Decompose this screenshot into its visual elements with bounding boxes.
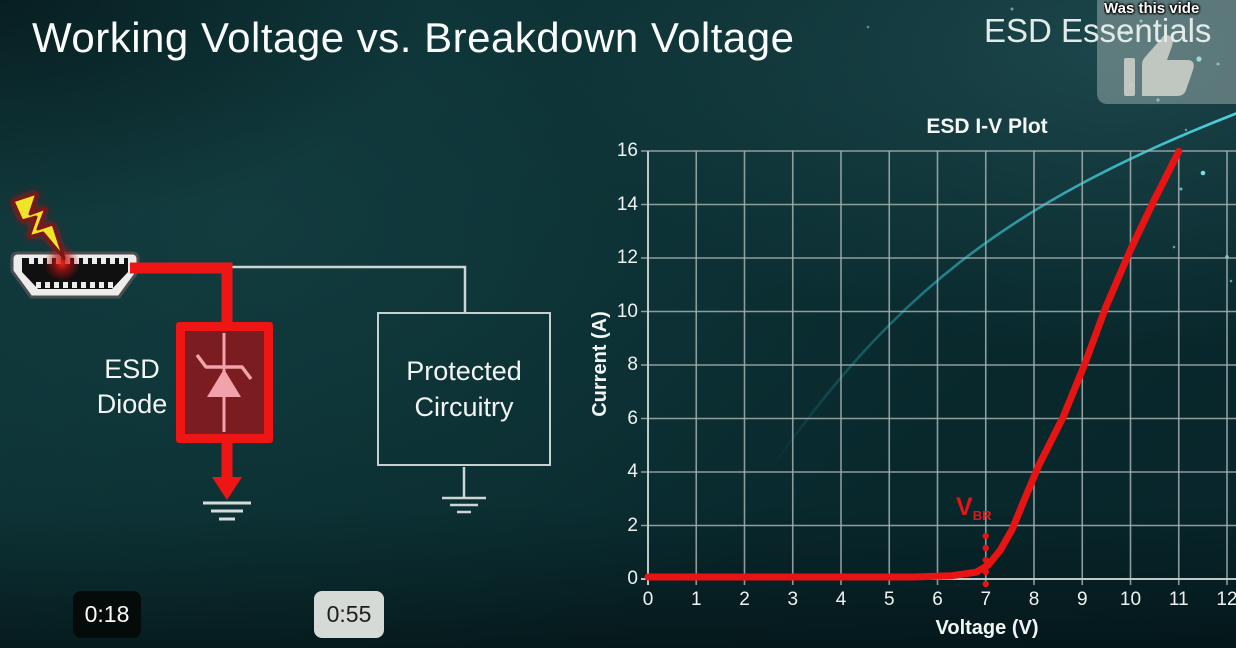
chart-title: ESD I-V Plot	[926, 115, 1048, 138]
x-tick-label: 12	[1216, 589, 1236, 610]
x-tick-label: 8	[1028, 589, 1040, 610]
vbr-subscript: BR	[972, 508, 992, 523]
x-axis-label: Voltage (V)	[935, 617, 1039, 639]
x-tick-label: 3	[787, 589, 799, 610]
y-tick-label: 4	[627, 461, 638, 482]
y-tick-label: 2	[627, 514, 638, 536]
ground-icon	[442, 467, 486, 514]
brand-watermark: ESD Essentials	[984, 12, 1212, 49]
y-tick-label: 10	[616, 300, 638, 322]
y-tick-label: 12	[616, 247, 638, 268]
x-tick-label: 4	[835, 589, 847, 610]
y-tick-label: 8	[627, 354, 638, 375]
signal-wire	[227, 265, 467, 313]
strike-glow	[44, 245, 80, 281]
vbr-label: V	[956, 493, 973, 521]
protected-circuitry-box: Protected Circuitry	[377, 312, 551, 466]
esd-arrow-head	[212, 477, 242, 500]
y-tick-label: 16	[616, 140, 638, 161]
x-tick-label: 10	[1119, 589, 1142, 610]
x-tick-label: 11	[1168, 589, 1189, 610]
protected-label-line2: Circuitry	[414, 392, 514, 422]
timestamp-preview[interactable]: 0:55	[314, 591, 384, 638]
lightning-bolt-icon	[11, 191, 66, 260]
y-tick-label: 6	[627, 407, 638, 429]
x-tick-label: 0	[642, 589, 654, 610]
page-title: Working Voltage vs. Breakdown Voltage	[32, 14, 795, 61]
x-tick-label: 1	[690, 589, 702, 610]
y-tick-label: 14	[616, 193, 638, 215]
x-tick-label: 6	[932, 589, 943, 610]
breakdown-voltage-annotation: VBR	[956, 493, 991, 523]
x-tick-label: 7	[980, 589, 992, 610]
y-tick-label: 0	[627, 568, 638, 589]
x-tick-label: 2	[739, 589, 750, 610]
x-tick-label: 9	[1076, 589, 1088, 610]
esd-diode-label-line1: ESD	[104, 354, 160, 384]
tvs-diode-symbol-icon	[195, 333, 253, 432]
esd-current-wire	[130, 262, 233, 326]
esd-diode-box	[176, 322, 273, 443]
thumbs-up-icon[interactable]	[1123, 34, 1201, 98]
protected-label-line1: Protected	[406, 355, 522, 386]
esd-diode-label: ESD Diode	[62, 352, 202, 422]
like-popup-question: Was this vide	[1104, 0, 1200, 17]
ground-icon	[203, 501, 251, 521]
x-tick-label: 5	[883, 589, 895, 610]
timestamp-preview-text: 0:55	[326, 601, 372, 627]
esd-diode-label-line2: Diode	[96, 389, 168, 420]
timestamp-current[interactable]: 0:18	[73, 591, 141, 638]
timestamp-current-text: 0:18	[84, 601, 130, 627]
